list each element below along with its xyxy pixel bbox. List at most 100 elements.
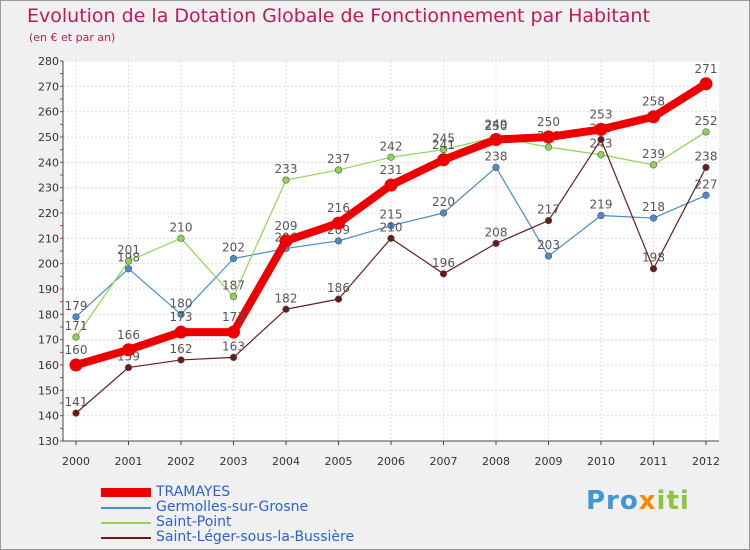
legend-label: Saint-Point: [156, 514, 232, 530]
data-point: [439, 209, 448, 217]
y-tick-label: 160: [38, 359, 59, 372]
x-tick-label: 2004: [272, 455, 300, 468]
y-tick-label: 260: [38, 106, 59, 119]
data-label: 141: [65, 395, 88, 409]
x-tick-label: 2012: [692, 455, 720, 468]
data-point: [177, 234, 185, 242]
data-point: [334, 237, 343, 245]
data-point: [597, 151, 605, 159]
data-point: [594, 122, 608, 136]
chart-subtitle: (en € et par an): [29, 31, 116, 44]
x-tick-label: 2011: [640, 455, 668, 468]
x-tick-label: 2003: [220, 455, 248, 468]
data-point: [72, 333, 80, 341]
data-point: [699, 77, 713, 91]
data-point: [387, 234, 395, 242]
y-tick-label: 210: [38, 232, 59, 245]
chart-title: Evolution de la Dotation Globale de Fonc…: [27, 5, 650, 27]
y-tick-label: 190: [38, 283, 59, 296]
data-label: 218: [642, 200, 665, 214]
y-tick-label: 250: [38, 131, 59, 144]
y-tick-label: 220: [38, 207, 59, 220]
data-point: [124, 363, 133, 372]
y-tick-label: 170: [38, 334, 59, 347]
data-label: 215: [380, 208, 403, 222]
data-label: 162: [170, 342, 193, 356]
data-label: 201: [117, 243, 140, 257]
data-point: [649, 214, 658, 222]
x-tick-label: 2005: [325, 455, 353, 468]
data-label: 237: [327, 152, 350, 166]
logo-part-2: x: [638, 486, 657, 516]
data-label: 196: [432, 256, 455, 270]
data-point: [437, 153, 450, 167]
data-label: 163: [222, 339, 245, 353]
proxiti-logo: Proxiti: [586, 486, 690, 516]
data-point: [334, 166, 343, 174]
y-tick-label: 280: [38, 55, 59, 68]
x-tick-label: 2008: [482, 455, 510, 468]
legend-swatch: [101, 537, 151, 539]
data-label: 253: [590, 107, 613, 121]
data-point: [177, 310, 185, 318]
data-point: [597, 211, 605, 220]
data-label: 198: [642, 251, 665, 265]
y-tick-label: 180: [38, 308, 59, 321]
data-label: 209: [275, 219, 298, 233]
data-label: 241: [432, 138, 455, 152]
data-point: [124, 257, 133, 265]
data-label: 186: [327, 281, 350, 295]
data-point: [334, 295, 343, 303]
data-point: [229, 353, 238, 362]
data-point: [492, 239, 500, 247]
data-point: [177, 356, 185, 364]
data-label: 245: [432, 132, 455, 146]
data-point: [279, 234, 293, 248]
data-point: [649, 161, 658, 169]
data-point: [702, 128, 710, 136]
x-tick-label: 2000: [62, 455, 90, 468]
data-label: 187: [222, 279, 245, 293]
data-label: 238: [485, 149, 508, 163]
series-2: 171201210187233237242245250246243239252: [65, 114, 717, 341]
logo-part-1: Pro: [586, 486, 639, 516]
data-point: [542, 130, 555, 144]
legend-label: Germolles-sur-Grosne: [156, 499, 309, 515]
data-point: [387, 153, 395, 161]
data-point: [597, 135, 605, 144]
data-label: 210: [170, 220, 193, 234]
x-tick-label: 2002: [167, 455, 195, 468]
data-label: 203: [537, 238, 560, 252]
legend-swatch: [101, 522, 151, 524]
data-point: [544, 217, 553, 225]
data-label: 160: [65, 343, 88, 357]
data-label: 233: [275, 162, 298, 176]
data-point: [544, 143, 553, 151]
x-tick-label: 2007: [430, 455, 458, 468]
data-label: 210: [380, 220, 403, 234]
data-point: [492, 163, 500, 171]
y-tick-label: 240: [38, 156, 59, 169]
data-point: [72, 313, 80, 321]
data-label: 249: [485, 118, 508, 132]
data-point: [387, 222, 395, 230]
y-tick-label: 200: [38, 258, 59, 271]
data-label: 173: [222, 310, 245, 324]
logo-part-3: iti: [656, 486, 690, 516]
data-point: [649, 265, 658, 273]
data-label: 243: [590, 137, 613, 151]
legend-label: TRAMAYES: [156, 484, 231, 500]
data-point: [702, 163, 710, 171]
data-label: 238: [695, 149, 718, 163]
data-point: [702, 191, 710, 199]
y-tick-label: 150: [38, 384, 59, 397]
x-tick-label: 2006: [377, 455, 405, 468]
legend-swatch: [101, 507, 151, 509]
data-label: 216: [327, 201, 350, 215]
data-point: [227, 325, 240, 339]
data-label: 166: [117, 328, 140, 342]
x-tick-label: 2010: [587, 455, 615, 468]
x-tick-label: 2001: [115, 455, 143, 468]
